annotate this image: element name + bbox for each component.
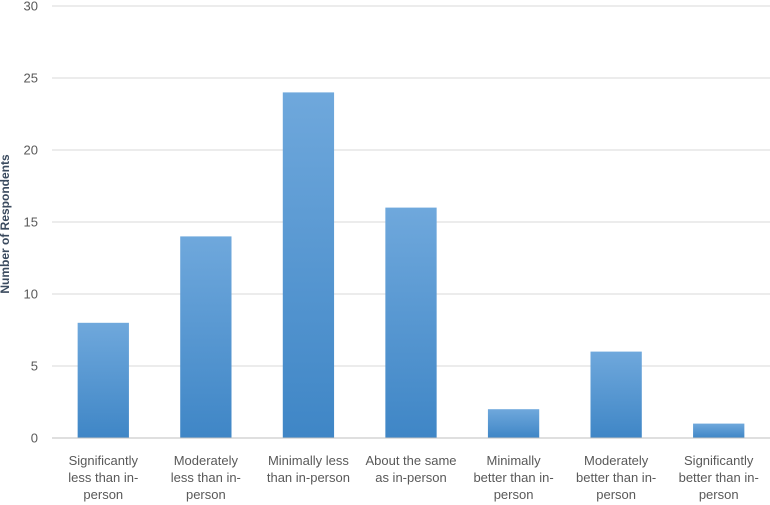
y-tick-label: 5 <box>31 359 38 374</box>
y-tick-label: 20 <box>24 143 38 158</box>
y-tick-label: 30 <box>24 0 38 14</box>
x-category-label: Moderately better than in-person <box>576 453 656 502</box>
x-category-label: Significantly better than in-person <box>679 453 759 502</box>
x-category-label: Significantly less than in-person <box>68 453 138 502</box>
y-tick-label: 15 <box>24 215 38 230</box>
bars <box>77 92 745 439</box>
y-tick-label: 0 <box>31 431 38 446</box>
y-axis-title: Number of Respondents <box>0 154 12 294</box>
y-tick-label: 25 <box>24 71 38 86</box>
x-axis-labels: Significantly less than in-person Moderate… <box>68 453 759 502</box>
y-tick-label: 10 <box>24 287 38 302</box>
x-category-label: Moderately less than in-person <box>171 453 241 502</box>
bar <box>282 92 335 439</box>
bar <box>180 236 232 438</box>
x-category-label: Minimally better than in-person <box>473 453 553 502</box>
bar <box>487 409 540 438</box>
bar <box>693 423 745 438</box>
bar <box>590 351 642 438</box>
bar <box>385 207 437 438</box>
x-category-label: About the same as in-person <box>365 453 456 485</box>
y-axis-ticks: 0 5 10 15 20 25 30 <box>24 0 38 446</box>
bar <box>77 322 129 438</box>
x-category-label: Minimally less than in-person <box>267 453 350 485</box>
